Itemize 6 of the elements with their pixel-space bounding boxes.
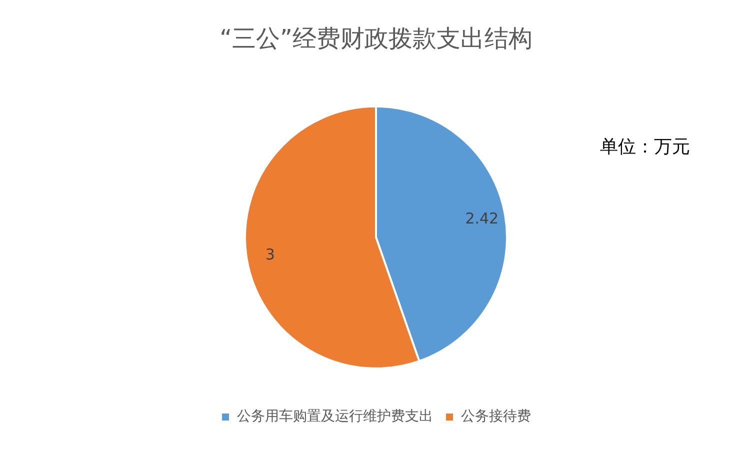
- data-label: 3: [265, 245, 275, 264]
- data-label: 2.42: [465, 209, 499, 228]
- text: 单位：万元: [600, 136, 690, 158]
- chart-title: “三公”经费财政拨款支出结构: [220, 24, 532, 53]
- legend-label: 公务接待费: [461, 408, 531, 425]
- legend-label: 公务用车购置及运行维护费支出: [237, 408, 433, 425]
